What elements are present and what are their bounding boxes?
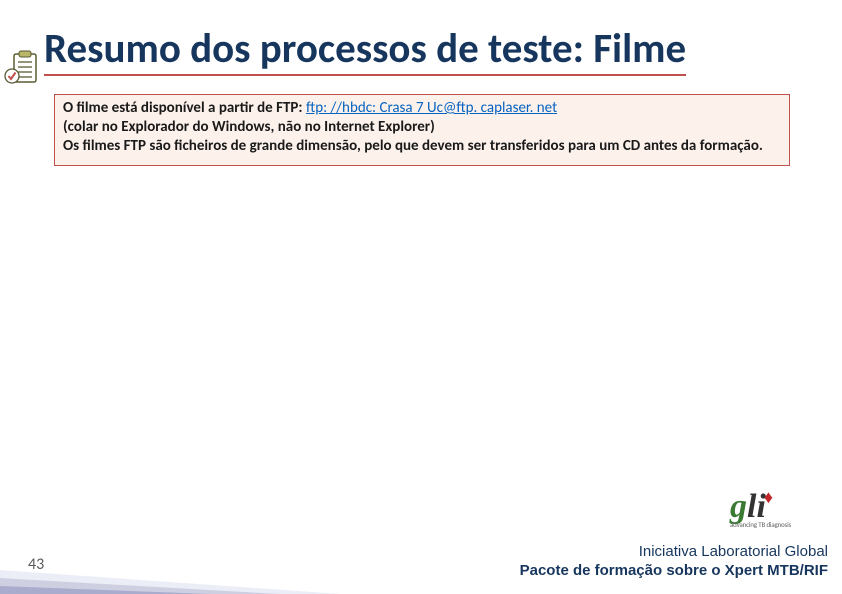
footer-wedge-decoration	[0, 530, 400, 594]
logo-blood-drop-icon: ♦	[764, 486, 773, 508]
slide: Resumo dos processos de teste: Filme O f…	[0, 0, 842, 594]
callout-line3: Os filmes FTP são ficheiros de grande di…	[63, 137, 763, 155]
footer-line2: Pacote de formação sobre o Xpert MTB/RIF	[520, 562, 828, 579]
callout-box: O filme está disponível a partir de FTP:…	[54, 94, 790, 166]
callout-line2: (colar no Explorador do Windows, não no …	[63, 118, 435, 136]
footer-line1: Iniciativa Laboratorial Global	[639, 543, 828, 560]
gli-logo: gli♦ advancing TB diagnosis	[730, 488, 798, 536]
title-horizontal-rule	[60, 87, 830, 89]
ftp-link[interactable]: ftp: //hbdc: Crasa 7 Uc@ftp. caplaser. n…	[306, 99, 557, 117]
callout-line1-prefix: O filme está disponível a partir de FTP:	[63, 99, 306, 117]
slide-title-wrap: Resumo dos processos de teste: Filme	[44, 24, 814, 76]
clipboard-checklist-icon	[4, 50, 42, 88]
slide-title: Resumo dos processos de teste: Filme	[44, 24, 686, 76]
logo-subtext: advancing TB diagnosis	[730, 520, 798, 529]
page-number: 43	[28, 555, 44, 574]
footer-text: Iniciativa Laboratorial Global Pacote de…	[520, 543, 828, 580]
